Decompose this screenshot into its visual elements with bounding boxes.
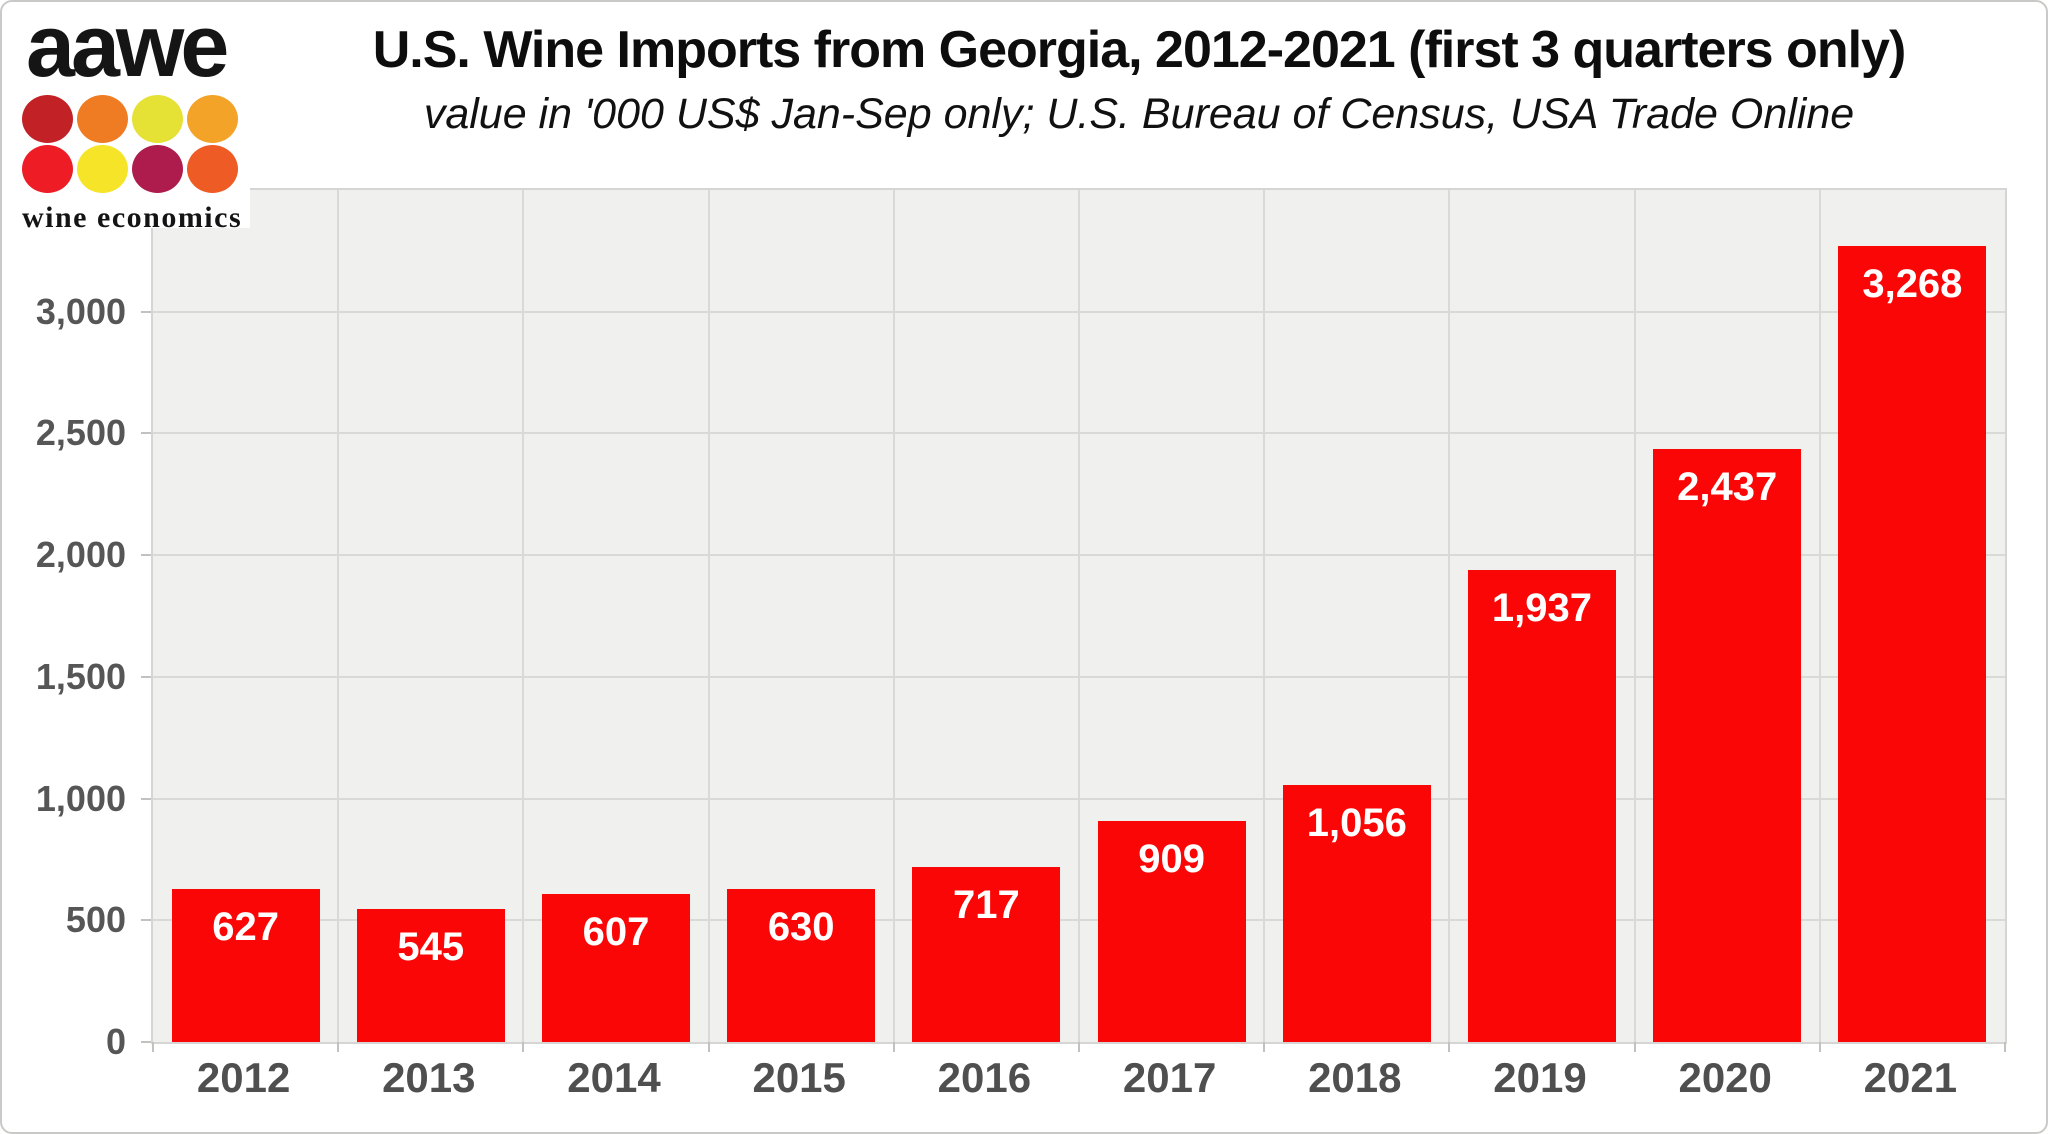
x-category-label: 2016 <box>937 1054 1032 1101</box>
bar-2013: 545 <box>356 909 505 1042</box>
x-category-label: 2017 <box>1122 1054 1217 1101</box>
bar-2021: 3,268 <box>1838 246 1987 1042</box>
x-category-label: 2013 <box>382 1054 476 1101</box>
y-axis-tick <box>141 675 151 678</box>
x-category-label: 2021 <box>1863 1054 1958 1101</box>
bar-value-label: 627 <box>212 905 279 950</box>
x-axis-tick <box>1633 1042 1636 1052</box>
chart-title: U.S. Wine Imports from Georgia, 2012-202… <box>372 21 1907 79</box>
bar-2018: 1,056 <box>1282 784 1431 1042</box>
y-tick-label: 2,500 <box>35 412 126 454</box>
logo-dot <box>132 94 183 143</box>
chart-subtitle: value in '000 US$ Jan-Sep only; U.S. Bur… <box>423 90 1855 138</box>
bar-2019: 1,937 <box>1467 570 1617 1042</box>
x-axis-tick <box>2004 1042 2006 1052</box>
x-category-label: 2014 <box>567 1054 661 1101</box>
y-tick-label: 0 <box>105 1021 126 1062</box>
x-category-label: 2015 <box>752 1054 846 1101</box>
x-axis-tick <box>1263 1042 1266 1052</box>
x-category-label: 2020 <box>1678 1054 1772 1101</box>
bar-2012: 627 <box>171 889 320 1042</box>
bar-value-label: 1,056 <box>1306 800 1407 845</box>
bar-2015: 630 <box>727 888 876 1042</box>
y-axis-tick <box>141 1041 151 1043</box>
v-gridline <box>1633 190 1636 1042</box>
logo-dot <box>77 94 128 143</box>
x-axis-tick <box>1078 1042 1080 1052</box>
logo-brand-text: aawe <box>26 0 229 95</box>
bar-value-label: 607 <box>582 910 650 955</box>
bar-2020: 2,437 <box>1653 448 1802 1042</box>
v-gridline <box>522 190 525 1042</box>
logo-dot <box>77 144 128 193</box>
logo-dots-grid <box>22 94 238 193</box>
bar-value-label: 717 <box>953 883 1020 928</box>
v-gridline <box>1818 190 1821 1042</box>
x-axis-tick <box>707 1042 710 1052</box>
bar-value-label: 1,937 <box>1491 586 1593 631</box>
bar-value-label: 630 <box>767 904 835 949</box>
x-category-label: 2019 <box>1493 1054 1587 1101</box>
y-axis-tick <box>141 919 151 922</box>
x-axis-tick <box>522 1042 525 1052</box>
plot-area: 627 545 607 630 717 909 1,056 1,937 2,437 3,268 <box>141 188 2007 1052</box>
y-tick-label: 1,500 <box>35 655 126 697</box>
bar-value-label: 3,268 <box>1862 262 1963 307</box>
v-gridline <box>337 190 340 1042</box>
y-tick-label: 1,000 <box>35 777 126 819</box>
y-tick-label: 2,000 <box>35 534 126 576</box>
bar-2017: 909 <box>1097 820 1246 1042</box>
bar-value-label: 909 <box>1138 836 1205 881</box>
x-axis-tick <box>152 1042 154 1052</box>
y-axis-tick <box>141 797 151 800</box>
logo-tagline: wine economics <box>22 200 243 234</box>
logo-dot <box>187 94 238 143</box>
bar-value-label: 545 <box>397 925 465 970</box>
y-axis-labels: 0 500 1,000 1,500 2,000 2,500 3,000 <box>2 190 126 1062</box>
v-gridline <box>1448 190 1451 1042</box>
x-category-label: 2018 <box>1308 1054 1402 1101</box>
x-axis-tick <box>337 1042 340 1052</box>
bar-value-label: 2,437 <box>1677 464 1778 509</box>
x-axis-tick <box>1818 1042 1821 1052</box>
v-gridline <box>707 190 710 1042</box>
x-axis-tick <box>892 1042 895 1052</box>
y-tick-label: 3,000 <box>35 290 126 332</box>
logo-dot <box>22 94 73 143</box>
x-category-label: 2012 <box>196 1054 291 1101</box>
y-axis-tick <box>141 310 151 313</box>
logo-dot <box>187 144 238 193</box>
logo-dot <box>132 144 183 193</box>
y-axis-tick <box>141 432 151 435</box>
v-gridline <box>1078 190 1080 1042</box>
logo-dot <box>22 144 73 193</box>
x-axis-tick <box>1448 1042 1451 1052</box>
bar-2016: 717 <box>912 867 1061 1042</box>
y-tick-label: 500 <box>65 899 126 941</box>
y-axis-tick <box>141 554 151 557</box>
bar-2014: 607 <box>541 894 691 1042</box>
aawe-logo: aawe wine economics <box>12 0 250 234</box>
v-gridline <box>1263 190 1266 1042</box>
v-gridline <box>892 190 895 1042</box>
x-axis-labels: 2012 2013 2014 2015 2016 2017 2018 2019 2020 2021 <box>151 1054 2003 1114</box>
